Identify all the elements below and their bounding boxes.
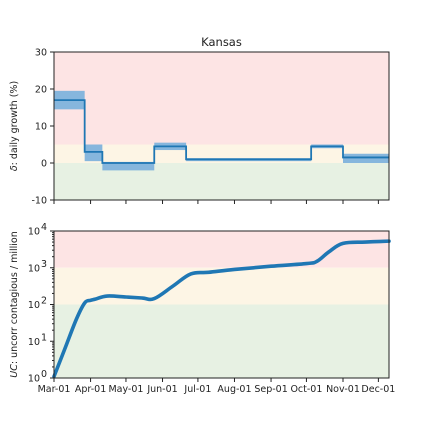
contagious-y-axis-label-symbol: UC — [9, 364, 20, 378]
growth-step-line — [54, 99, 389, 164]
growth-x-ticks — [53, 200, 379, 204]
contagious-zone-0 — [54, 231, 389, 268]
growth-y-axis-label: δ: daily growth (%) — [9, 81, 20, 171]
growth-series-line — [54, 99, 389, 164]
growth-band-segment — [84, 144, 103, 162]
contagious-y-tick-exponent: 0 — [41, 369, 47, 380]
growth-y-axis-label-symbol: δ — [9, 165, 20, 171]
chart-title: Kansas — [201, 35, 242, 49]
growth-y-ticks: -10 0 10 20 30 — [31, 48, 54, 207]
contagious-y-tick-label: 10 — [28, 300, 40, 311]
contagious-line — [52, 239, 391, 379]
x-tick-label: Apr-01 — [75, 384, 106, 395]
growth-band-segment — [102, 161, 155, 171]
x-tick-label: Nov-01 — [326, 384, 360, 395]
x-tick-label: May-01 — [108, 384, 143, 395]
contagious-y-tick-label: 10 — [28, 227, 40, 238]
growth-zones — [54, 52, 389, 200]
growth-y-tick-label: -10 — [31, 196, 47, 207]
contagious-zones — [54, 231, 389, 378]
contagious-y-tick-exponent: 3 — [41, 259, 47, 270]
contagious-y-tick-label: 10 — [28, 337, 40, 348]
contagious-y-axis-label: UC: uncorr contagious / million — [9, 231, 20, 378]
contagious-y-tick-label: 10 — [28, 374, 40, 385]
growth-y-tick-label: 10 — [35, 122, 47, 133]
contagious-y-tick-exponent: 4 — [41, 222, 47, 233]
contagious-y-tick-exponent: 2 — [41, 296, 47, 307]
contagious-y-axis-label-text: : uncorr contagious / million — [9, 231, 20, 364]
x-tick-label: Aug-01 — [217, 384, 251, 395]
x-tick-label: Jul-01 — [183, 384, 211, 395]
contagious-x-ticks: Mar-01 Apr-01 May-01 Jun-01 Jul-01 Aug-01 Sep-… — [38, 378, 395, 395]
growth-y-axis-label-text: : daily growth (%) — [9, 81, 20, 166]
growth-zone-0 — [54, 52, 389, 145]
x-tick-label: Dec-01 — [361, 384, 395, 395]
contagious-zone-1 — [54, 267, 389, 305]
x-tick-label: Oct-01 — [290, 384, 322, 395]
contagious-series-line — [52, 239, 391, 379]
growth-y-tick-label: 20 — [35, 85, 47, 96]
contagious-zone-2 — [54, 304, 389, 378]
contagious-y-tick-label: 10 — [28, 263, 40, 274]
x-tick-label: Jun-01 — [146, 384, 177, 395]
growth-panel: -10 0 10 20 30 Kansas δ: daily growth (%) — [9, 35, 390, 207]
x-tick-label: Sep-01 — [254, 384, 287, 395]
x-tick-label: Mar-01 — [38, 384, 71, 395]
growth-y-tick-label: 30 — [35, 48, 47, 59]
growth-y-tick-label: 0 — [41, 159, 47, 170]
growth-band-segment — [342, 153, 389, 163]
contagious-y-tick-exponent: 1 — [41, 332, 47, 343]
